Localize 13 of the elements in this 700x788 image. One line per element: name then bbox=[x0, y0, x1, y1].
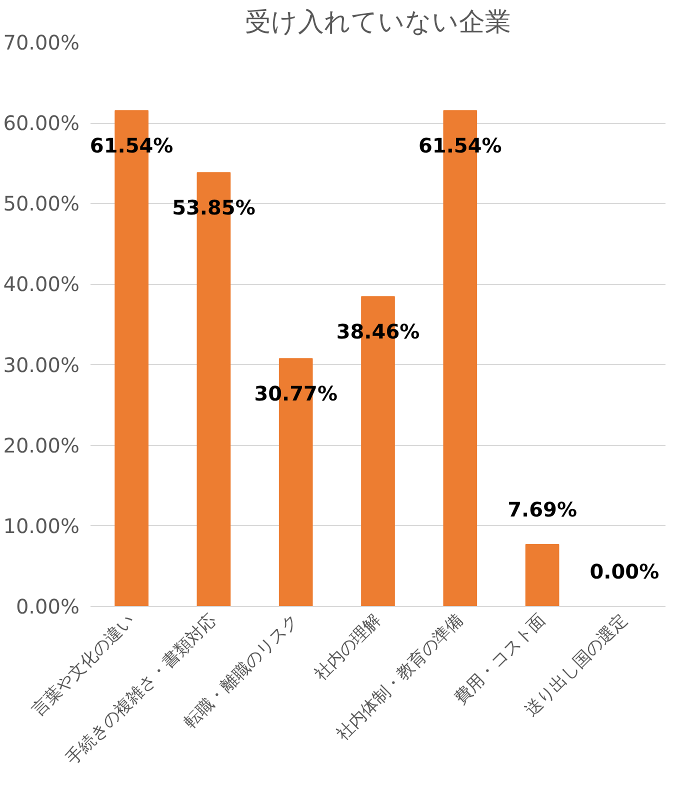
y-tick-label: 70.00% bbox=[3, 30, 80, 54]
x-tick-label: 社内の理解 bbox=[310, 610, 386, 685]
chart-title: 受け入れていない企業 bbox=[245, 8, 511, 38]
data-label: 0.00% bbox=[590, 560, 660, 584]
data-label: 7.69% bbox=[508, 498, 577, 522]
y-tick-label: 20.00% bbox=[3, 433, 80, 458]
y-tick-label: 50.00% bbox=[3, 192, 80, 216]
bar bbox=[525, 544, 560, 606]
y-tick-label: 30.00% bbox=[3, 352, 80, 377]
y-tick-label: 60.00% bbox=[3, 111, 80, 136]
y-tick-label: 0.00% bbox=[16, 594, 80, 618]
y-tick-label: 40.00% bbox=[3, 272, 80, 296]
y-tick-label: 10.00% bbox=[3, 514, 80, 538]
